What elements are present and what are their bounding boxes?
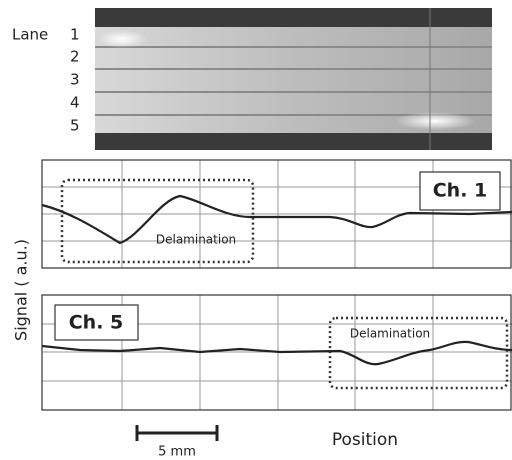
lane-label: 3 [70, 71, 80, 89]
annotation: Delamination [350, 327, 430, 341]
lane-label: 5 [70, 117, 80, 135]
lane-label: 4 [70, 94, 80, 112]
channel-box [54, 304, 139, 341]
signal-trace [41, 340, 512, 366]
channel-box [419, 171, 501, 211]
y-axis-label: Signal ( a.u.) [12, 239, 31, 341]
x-axis-label: Position [332, 430, 398, 450]
lane-heading: Lane [12, 26, 48, 44]
panel-grid [41, 159, 512, 269]
lane-label: 1 [70, 26, 80, 44]
annotation: Delamination [156, 233, 236, 247]
channel-label: Ch. 5 [69, 312, 124, 334]
signal-trace [41, 194, 512, 245]
lane-label: 2 [70, 48, 80, 66]
scale-bar [135, 425, 219, 441]
scale-bar-label: 5 mm [158, 445, 196, 460]
channel-label: Ch. 1 [433, 180, 488, 202]
lane-image [95, 8, 492, 150]
defect-region [60, 178, 255, 264]
